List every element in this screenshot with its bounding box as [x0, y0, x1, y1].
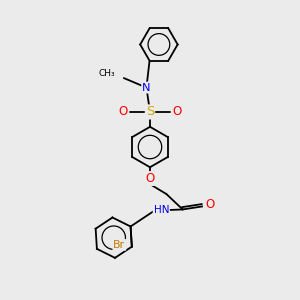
Text: O: O	[172, 106, 182, 118]
Text: O: O	[146, 172, 154, 185]
Text: S: S	[146, 106, 154, 118]
Text: O: O	[118, 106, 128, 118]
Text: Br: Br	[113, 240, 125, 250]
Text: CH₃: CH₃	[99, 69, 116, 78]
Text: N: N	[142, 82, 151, 93]
Text: HN: HN	[154, 205, 169, 215]
Text: O: O	[205, 199, 214, 212]
